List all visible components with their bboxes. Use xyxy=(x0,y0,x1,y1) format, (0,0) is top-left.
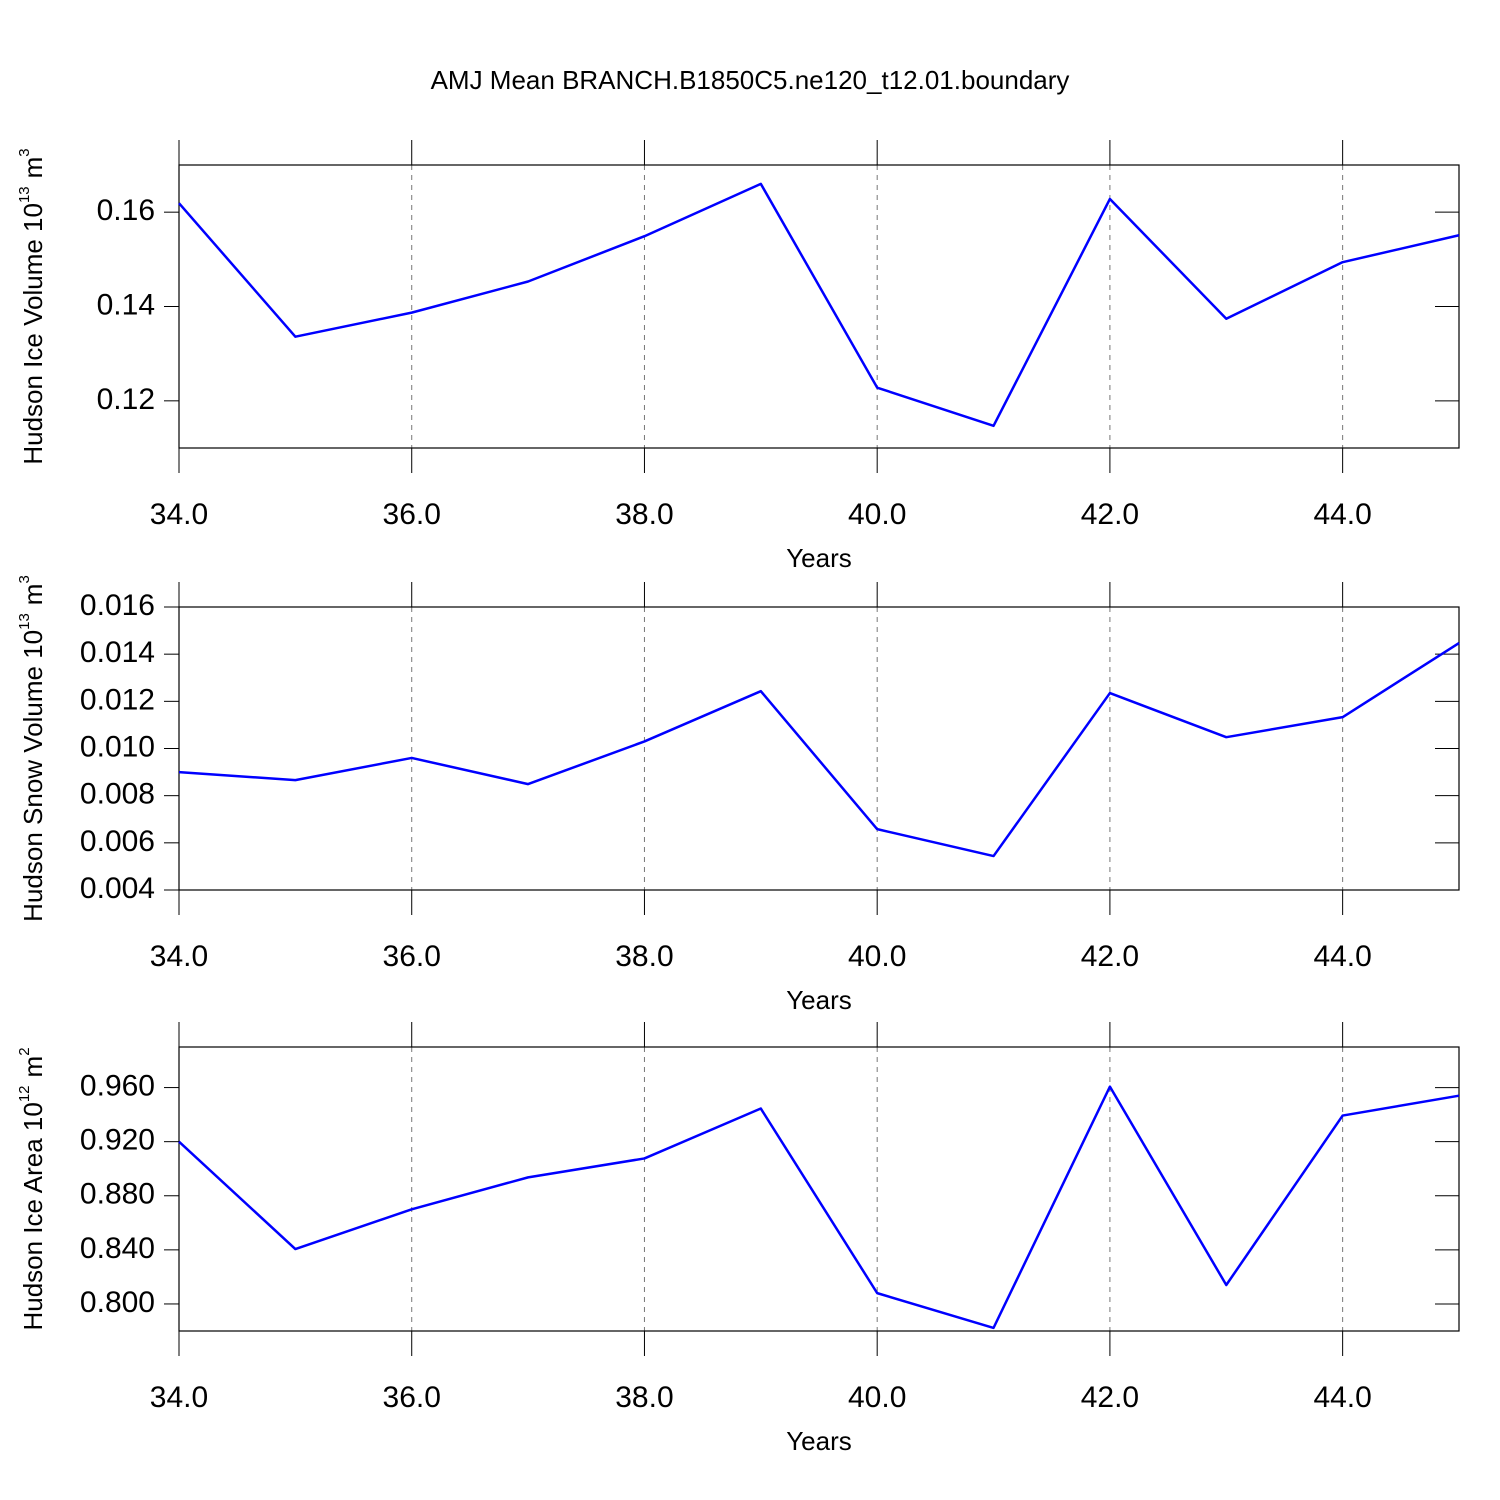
x-tick-label: 38.0 xyxy=(615,940,673,973)
y-label-unit: m xyxy=(18,157,48,179)
y-tick-label: 0.014 xyxy=(80,636,155,669)
y-tick-label: 0.12 xyxy=(97,383,155,416)
x-tick-label: 38.0 xyxy=(615,498,673,531)
y-label-unit-power: 2 xyxy=(16,1047,33,1055)
x-tick-label: 34.0 xyxy=(150,1381,208,1414)
y-axis-label: Hudson Ice Area 1012 m2 xyxy=(16,1047,48,1330)
y-tick-label: 0.14 xyxy=(97,288,155,321)
y-tick-label: 0.006 xyxy=(80,825,155,858)
x-tick-label: 34.0 xyxy=(150,498,208,531)
y-tick-label: 0.016 xyxy=(80,589,155,622)
x-tick-label: 44.0 xyxy=(1313,1381,1371,1414)
y-label-text: Hudson Snow Volume 10 xyxy=(18,630,48,922)
data-line xyxy=(178,1085,1460,1330)
y-label-unit-power: 3 xyxy=(16,148,33,156)
x-tick-label: 40.0 xyxy=(848,1381,906,1414)
x-axis-label: Years xyxy=(786,985,852,1015)
y-tick-label: 0.920 xyxy=(80,1124,155,1157)
y-tick-label: 0.960 xyxy=(80,1069,155,1102)
plot-frame xyxy=(178,164,1460,449)
y-label-unit: m xyxy=(18,584,48,606)
y-label-text: Hudson Ice Volume 10 xyxy=(18,203,48,465)
x-tick-label: 42.0 xyxy=(1081,1381,1139,1414)
y-axis-label: Hudson Ice Volume 1013 m3 xyxy=(16,148,48,464)
plot-frame xyxy=(178,1046,1460,1332)
x-tick-label: 36.0 xyxy=(383,940,441,973)
y-tick-label: 0.16 xyxy=(97,194,155,227)
x-tick-label: 42.0 xyxy=(1081,498,1139,531)
y-axis-label: Hudson Snow Volume 1013 m3 xyxy=(16,575,48,922)
y-tick-label: 0.840 xyxy=(80,1232,155,1265)
y-tick-label: 0.880 xyxy=(80,1178,155,1211)
x-tick-label: 44.0 xyxy=(1313,940,1371,973)
y-tick-label: 0.004 xyxy=(80,872,155,905)
y-tick-label: 0.800 xyxy=(80,1286,155,1319)
y-label-unit: m xyxy=(18,1056,48,1078)
x-tick-label: 40.0 xyxy=(848,940,906,973)
x-axis-label: Years xyxy=(786,543,852,573)
y-label-power: 13 xyxy=(16,613,33,630)
y-tick-label: 0.010 xyxy=(80,730,155,763)
x-tick-label: 44.0 xyxy=(1313,498,1371,531)
y-tick-label: 0.012 xyxy=(80,683,155,716)
y-label-text: Hudson Ice Area 10 xyxy=(18,1102,48,1330)
y-label-power: 12 xyxy=(16,1085,33,1102)
data-line xyxy=(178,642,1460,858)
data-line xyxy=(178,182,1460,428)
x-tick-label: 40.0 xyxy=(848,498,906,531)
y-label-power: 13 xyxy=(16,186,33,203)
x-tick-label: 34.0 xyxy=(150,940,208,973)
y-tick-label: 0.008 xyxy=(80,778,155,811)
x-tick-label: 42.0 xyxy=(1081,940,1139,973)
x-axis-label: Years xyxy=(786,1426,852,1456)
x-tick-label: 36.0 xyxy=(383,498,441,531)
x-tick-label: 36.0 xyxy=(383,1381,441,1414)
chart-title: AMJ Mean BRANCH.B1850C5.ne120_t12.01.bou… xyxy=(431,65,1070,95)
x-tick-label: 38.0 xyxy=(615,1381,673,1414)
plot-frame xyxy=(178,606,1460,891)
y-label-unit-power: 3 xyxy=(16,575,33,583)
